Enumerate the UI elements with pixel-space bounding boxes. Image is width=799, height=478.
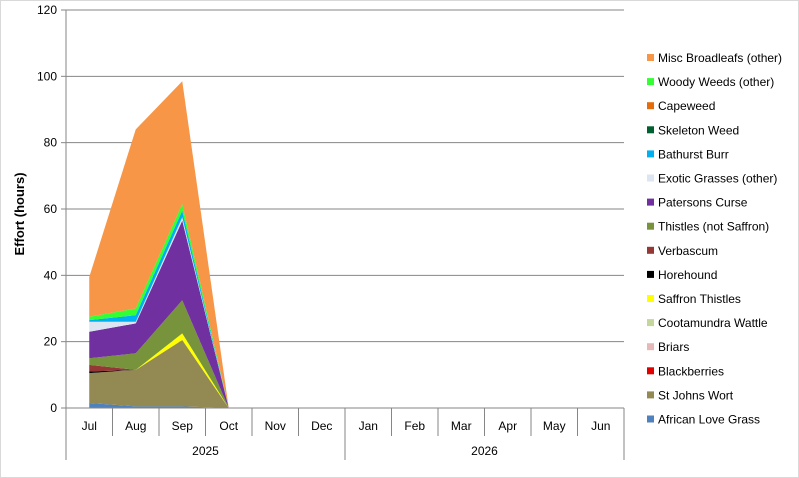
legend-swatch [647,295,654,302]
area-african-love-grass [89,403,229,408]
legend-label: Cootamundra Wattle [658,316,768,330]
legend-label: Woody Weeds (other) [658,75,774,89]
x-tick-label: Sep [172,419,194,433]
legend-label: Misc Broadleafs (other) [658,51,782,65]
legend-label: Bathurst Burr [658,147,729,161]
x-tick-label: Oct [219,419,238,433]
area-horehound [89,333,229,408]
y-tick-label: 100 [37,69,57,83]
legend-swatch [647,415,654,423]
legend-label: Skeleton Weed [658,123,739,137]
legend-swatch [647,270,654,278]
axes: 0 20 40 60 80 100 120 Jul Aug Sep Oct Nov Dec Jan Feb M… [37,3,625,460]
x-tick-label: Dec [311,419,332,433]
x-tick-label: Apr [498,419,517,433]
x-tick-label: Aug [125,419,146,433]
y-axis-label: Effort (hours) [12,172,27,255]
y-tick-label: 60 [44,202,58,216]
legend-label: Saffron Thistles [658,292,741,306]
legend-label: Capeweed [658,99,715,113]
series-areas [89,81,229,408]
legend-swatch [647,174,654,182]
legend-label: Briars [658,340,689,354]
legend-label: Horehound [658,268,717,282]
y-tick-label: 0 [50,401,57,415]
legend-swatch [647,102,654,110]
legend-swatch [647,150,654,158]
x-tick-label: Jul [82,419,97,433]
legend-label: Exotic Grasses (other) [658,172,777,186]
y-tick-label: 120 [37,3,57,17]
year-group-label: 2026 [471,444,498,458]
y-tick-label: 40 [44,268,58,282]
legend-swatch [647,319,654,327]
legend-label: Thistles (not Saffron) [658,220,769,234]
area-thistles-not-saffron [89,300,229,408]
y-tick-label: 20 [44,335,58,349]
legend-swatch [647,78,654,86]
legend-swatch [647,391,654,399]
legend-swatch [647,246,654,254]
legend-label: Patersons Curse [658,196,748,210]
area-exotic-grasses-other [89,217,229,408]
area-misc-broadleafs-other [89,81,229,408]
legend: Misc Broadleafs (other) Woody Weeds (othe… [647,51,782,427]
year-group-label: 2025 [192,444,219,458]
legend-swatch [647,222,654,230]
legend-label: Verbascum [658,244,718,258]
legend-label: Blackberries [658,364,724,378]
area-patersons-curse [89,220,229,408]
legend-swatch [647,54,654,61]
x-tick-label: Mar [451,419,472,433]
legend-swatch [647,343,654,351]
legend-swatch [647,367,654,375]
legend-swatch [647,198,654,206]
legend-label: St Johns Wort [658,388,734,402]
legend-swatch [647,126,654,134]
x-tick-label: Feb [404,419,425,433]
legend-label: African Love Grass [658,413,760,427]
x-tick-label: Jun [591,419,610,433]
x-tick-label: May [543,419,566,433]
x-tick-label: Jan [359,419,378,433]
y-tick-label: 80 [44,136,58,150]
x-tick-label: Nov [265,419,286,433]
